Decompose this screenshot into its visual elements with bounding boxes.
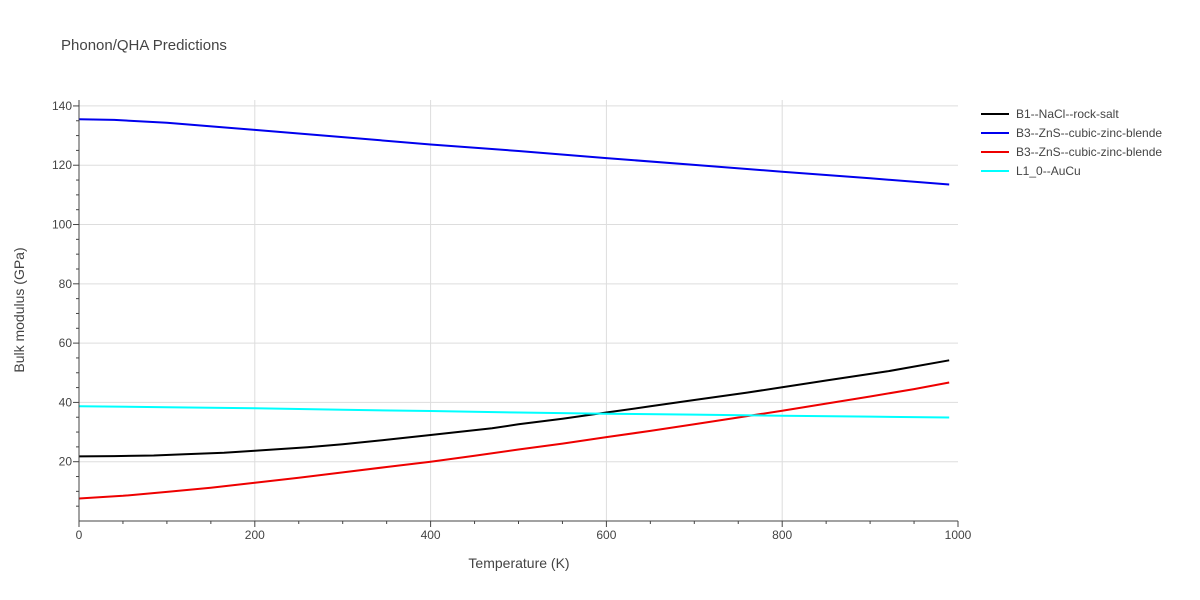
legend-item-2[interactable]: B3--ZnS--cubic-zinc-blende <box>981 126 1162 140</box>
x-tick-label: 1000 <box>945 528 972 542</box>
x-tick-label: 600 <box>596 528 616 542</box>
series-line-3[interactable] <box>78 381 950 500</box>
legend-label: L1_0--AuCu <box>1016 164 1081 178</box>
y-tick-label: 20 <box>59 455 73 469</box>
gridlines <box>79 100 958 521</box>
chart-title: Phonon/QHA Predictions <box>61 37 227 54</box>
series-line-4[interactable] <box>78 405 950 419</box>
x-tick-label: 400 <box>421 528 441 542</box>
y-tick-label: 60 <box>59 336 73 350</box>
plot-area <box>78 118 950 500</box>
legend-item-1[interactable]: B1--NaCl--rock-salt <box>981 107 1119 121</box>
series-line-2[interactable] <box>78 118 950 186</box>
y-tick-label: 100 <box>52 218 72 232</box>
legend-item-4[interactable]: L1_0--AuCu <box>981 164 1081 178</box>
legend-label: B3--ZnS--cubic-zinc-blende <box>1016 126 1162 140</box>
legend-label: B3--ZnS--cubic-zinc-blende <box>1016 145 1162 159</box>
legend-label: B1--NaCl--rock-salt <box>1016 107 1119 121</box>
y-tick-label: 140 <box>52 99 72 113</box>
x-axis-title: Temperature (K) <box>468 555 569 571</box>
legend-item-3[interactable]: B3--ZnS--cubic-zinc-blende <box>981 145 1162 159</box>
y-tick-label: 80 <box>59 277 73 291</box>
x-tick-label: 800 <box>772 528 792 542</box>
y-tick-label: 40 <box>59 395 73 409</box>
y-tick-label: 120 <box>52 158 72 172</box>
series-line-1[interactable] <box>78 359 950 458</box>
axes: 0 200 400 600 800 1000 20 40 60 80 100 120 140 <box>52 99 972 542</box>
x-tick-label: 200 <box>245 528 265 542</box>
legend[interactable]: B1--NaCl--rock-salt B3--ZnS--cubic-zinc-b… <box>981 107 1162 178</box>
x-tick-label: 0 <box>76 528 83 542</box>
y-axis-title: Bulk modulus (GPa) <box>11 247 27 372</box>
